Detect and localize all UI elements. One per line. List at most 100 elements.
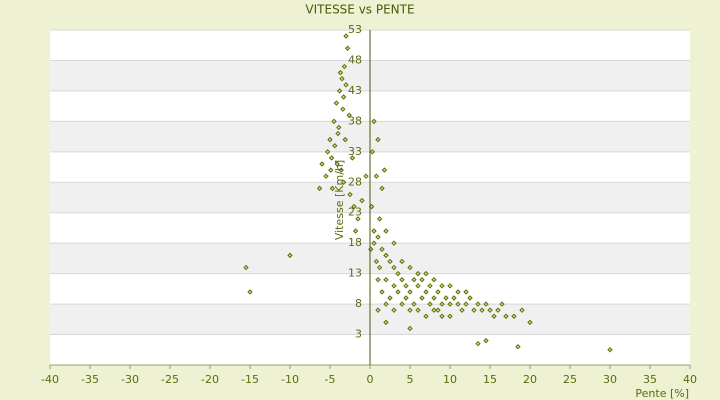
scatter-point xyxy=(491,313,497,319)
scatter-point xyxy=(415,270,421,277)
scatter-point xyxy=(329,185,336,192)
scatter-point xyxy=(340,179,347,185)
scatter-point xyxy=(359,197,365,204)
scatter-point xyxy=(381,167,388,173)
scatter-point xyxy=(352,228,359,234)
scatter-point xyxy=(323,173,329,179)
scatter-point xyxy=(376,216,383,222)
scatter-point xyxy=(487,307,493,313)
scatter-point xyxy=(344,45,351,51)
scatter-point xyxy=(391,240,397,246)
scatter-point xyxy=(342,136,348,143)
scatter-point xyxy=(328,167,334,173)
scatter-point xyxy=(371,228,377,234)
scatter-point xyxy=(341,63,348,70)
scatter-point xyxy=(407,325,413,332)
scatter-point xyxy=(451,295,457,301)
scatter-point xyxy=(403,295,409,301)
scatter-point xyxy=(316,185,323,192)
y-tick-label: 38 xyxy=(348,114,362,127)
scatter-point xyxy=(375,234,381,240)
scatter-point xyxy=(376,264,383,271)
scatter-point xyxy=(443,295,449,301)
x-tick-label: 25 xyxy=(563,373,577,386)
scatter-point xyxy=(483,301,489,307)
scatter-point xyxy=(383,228,389,234)
scatter-point xyxy=(403,283,409,289)
scatter-point xyxy=(375,136,381,143)
x-tick-label: 10 xyxy=(443,373,457,386)
y-tick-label: 33 xyxy=(348,145,362,158)
x-tick-label: -35 xyxy=(81,373,99,386)
scatter-point xyxy=(415,283,421,289)
y-tick-label: 8 xyxy=(355,297,362,310)
scatter-point xyxy=(373,173,380,179)
scatter-point xyxy=(471,307,477,313)
scatter-point xyxy=(395,270,401,277)
scatter-point xyxy=(337,69,344,76)
scatter-point xyxy=(287,252,293,259)
x-tick-label: 5 xyxy=(407,373,414,386)
x-tick-label: 20 xyxy=(523,373,537,386)
scatter-point xyxy=(423,313,429,319)
scatter-point xyxy=(503,313,509,319)
scatter-point xyxy=(439,301,445,307)
y-tick-label: 18 xyxy=(348,236,362,249)
scatter-point xyxy=(336,88,343,94)
scatter-point xyxy=(383,277,389,283)
x-tick-label: 35 xyxy=(643,373,657,386)
scatter-point xyxy=(247,289,253,295)
scatter-point xyxy=(459,307,465,313)
scatter-point xyxy=(467,295,473,301)
scatter-point xyxy=(423,289,429,295)
scatter-point xyxy=(379,289,385,295)
scatter-point xyxy=(373,258,380,265)
scatter-point xyxy=(391,264,397,271)
scatter-point xyxy=(331,118,337,125)
scatter-point xyxy=(475,340,481,347)
x-tick-label: 15 xyxy=(483,373,497,386)
scatter-point xyxy=(375,277,381,283)
scatter-point xyxy=(371,118,377,125)
scatter-point xyxy=(515,344,521,350)
y-tick-label: 28 xyxy=(348,175,362,188)
scatter-point xyxy=(375,307,381,313)
scatter-point xyxy=(383,252,389,259)
scatter-point xyxy=(607,347,613,353)
x-tick-label: -15 xyxy=(241,373,259,386)
x-tick-label: -40 xyxy=(41,373,59,386)
scatter-point xyxy=(419,295,425,301)
scatter-point xyxy=(324,149,331,155)
scatter-point xyxy=(371,240,377,246)
scatter-point xyxy=(339,76,345,82)
scatter-point xyxy=(439,313,445,319)
x-tick-label: -30 xyxy=(121,373,139,386)
scatter-point xyxy=(447,301,453,307)
chart-title: VITESSE vs PENTE xyxy=(305,3,414,17)
y-tick-label: 3 xyxy=(355,328,362,341)
scatter-point xyxy=(338,167,344,173)
scatter-point xyxy=(383,319,389,326)
scatter-point xyxy=(463,301,469,307)
scatter-point xyxy=(407,307,413,313)
scatter-point xyxy=(346,112,352,118)
scatter-point xyxy=(407,289,413,295)
y-tick-label: 53 xyxy=(348,23,362,36)
scatter-point xyxy=(463,289,469,295)
x-tick-label: -20 xyxy=(201,373,219,386)
scatter-point xyxy=(435,289,441,295)
scatter-point xyxy=(495,307,501,313)
scatter-point xyxy=(327,136,333,143)
y-tick-label: 43 xyxy=(348,84,362,97)
x-tick-label: -25 xyxy=(161,373,179,386)
scatter-point xyxy=(335,130,341,137)
scatter-point xyxy=(419,277,425,283)
scatter-point xyxy=(435,307,441,313)
x-tick-label: 30 xyxy=(603,373,617,386)
scatter-point xyxy=(407,264,413,271)
scatter-point xyxy=(387,258,393,265)
scatter-point xyxy=(439,283,445,289)
scatter-point xyxy=(411,277,417,283)
scatter-point xyxy=(391,307,397,313)
